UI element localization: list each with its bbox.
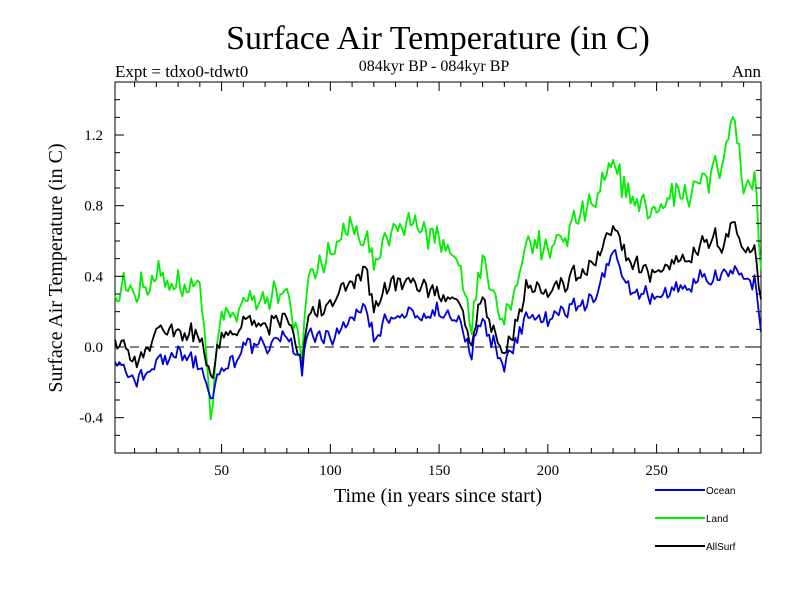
plot-area: 50 100 150 200 250 -0.4 0.0 0.4 0.8 1.2 <box>79 81 762 479</box>
legend-label-allsurf: AllSurf <box>706 542 736 553</box>
y-tick-label: 0.0 <box>84 340 103 356</box>
legend-label-ocean: Ocean <box>706 486 735 497</box>
x-tick-label: 50 <box>214 463 229 479</box>
x-tick-label: 200 <box>537 463 560 479</box>
experiment-label: Expt = tdxo0-tdwt0 <box>115 62 248 81</box>
series-layer <box>114 116 762 421</box>
y-tick-label: -0.4 <box>79 411 103 427</box>
x-tick-label: 100 <box>319 463 342 479</box>
y-tick-label: 0.4 <box>84 269 103 285</box>
series-line-land <box>114 116 762 421</box>
series-line-allsurf <box>114 221 762 379</box>
legend-label-land: Land <box>706 514 728 525</box>
y-tick-label: 1.2 <box>84 128 103 144</box>
x-axis-label: Time (in years since start) <box>334 485 542 507</box>
chart-subtitle: 084kyr BP - 084kyr BP <box>359 58 510 75</box>
x-tick-label: 250 <box>645 463 668 479</box>
chart-title: Surface Air Temperature (in C) <box>226 20 650 57</box>
season-label: Ann <box>732 62 762 81</box>
x-tick-label: 150 <box>428 463 451 479</box>
series-line-ocean <box>114 248 762 400</box>
y-axis-label: Surface Air Temperature (in C) <box>45 143 67 392</box>
ticks-layer: 50 100 150 200 250 -0.4 0.0 0.4 0.8 1.2 <box>79 82 761 479</box>
legend: Ocean Land AllSurf <box>655 486 736 553</box>
y-tick-label: 0.8 <box>84 199 103 215</box>
